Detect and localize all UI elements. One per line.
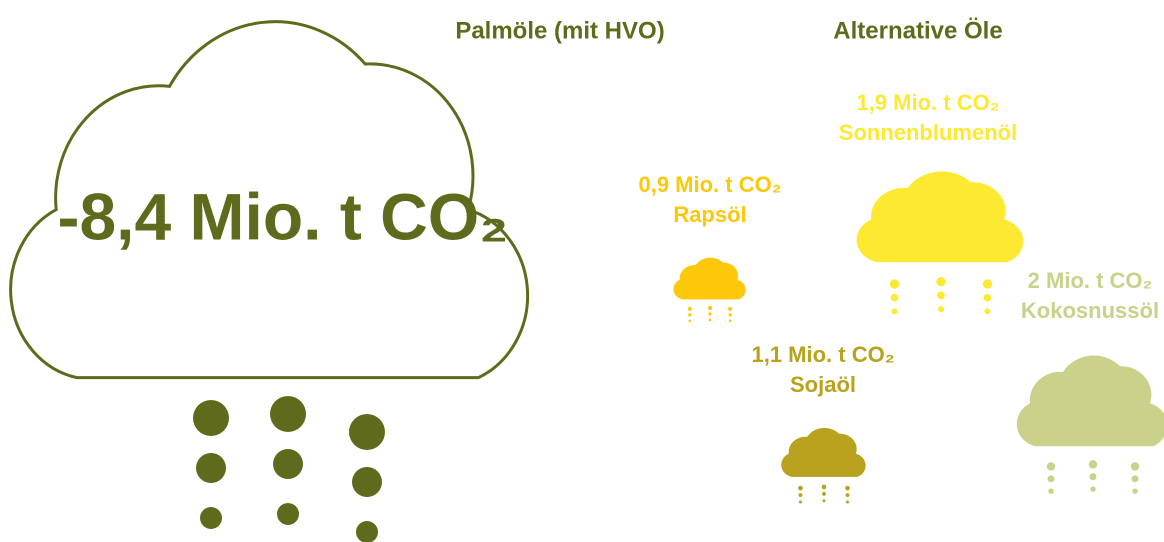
rain-drop [1132,488,1138,494]
rain-drop [1090,486,1096,492]
rain-drop [1130,462,1140,471]
rain-drop [822,491,826,496]
rain-drop [1089,473,1097,481]
palm-value: -8,4 Mio. t CO₂ [57,179,508,253]
rain-drop [688,319,692,323]
rain-drop [270,396,306,432]
rain-drop [937,306,945,313]
rain-drop [845,500,850,504]
rain-drop [708,312,712,316]
oil-cloud [673,257,746,300]
rain-drop [1046,462,1056,471]
oil-name: Kokosnussöl [1021,298,1159,323]
rain-drop [1047,475,1055,483]
rain-drop [352,467,382,497]
rain-drop [845,493,850,497]
rain-drop [273,449,303,479]
rain-drop [196,453,226,483]
rain-drop [1048,488,1054,494]
oil-name: Rapsöl [673,202,746,227]
rain-drop [1088,460,1098,469]
palm-header: Palmöle (mit HVO) [455,17,664,44]
alternatives-header: Alternative Öle [833,17,1002,44]
rain-drop [822,499,826,503]
rain-drop [889,279,900,289]
oil-cloud [781,427,866,477]
palm-cloud [9,20,530,380]
rain-drop [821,484,827,490]
rain-drop [890,293,899,302]
rain-drop [687,306,692,311]
rain-drop [349,414,385,450]
rain-drop [891,308,898,315]
rain-drop [277,503,299,525]
oil-value: 1,1 Mio. t CO₂ [751,342,894,367]
rain-drop [728,306,733,311]
rain-drop [936,277,946,287]
rain-drop [798,485,803,491]
oil-name: Sojaöl [790,372,856,397]
oil-cloud [1016,355,1164,447]
rain-drop [1131,475,1139,483]
rain-drop [356,521,378,542]
rain-drop [984,308,991,315]
oil-value: 0,9 Mio. t CO₂ [638,172,781,197]
oil-name: Sonnenblumenöl [839,120,1017,145]
oil-value: 2 Mio. t CO₂ [1028,268,1153,293]
rain-drop [937,291,945,300]
rain-drop [193,400,229,436]
rain-drop [798,493,803,497]
rain-drop [845,485,850,491]
rain-drop [708,318,712,322]
rain-drop [983,293,992,302]
rain-drop [728,313,732,317]
rain-drop [728,319,732,323]
oil-value: 1,9 Mio. t CO₂ [856,90,999,115]
rain-drop [688,313,692,317]
rain-drop [707,305,713,310]
rain-drop [982,279,993,289]
oil-cloud [856,171,1024,263]
rain-drop [798,500,803,504]
rain-drop [200,507,222,529]
